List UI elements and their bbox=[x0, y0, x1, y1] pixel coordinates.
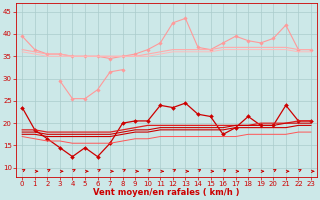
X-axis label: Vent moyen/en rafales ( km/h ): Vent moyen/en rafales ( km/h ) bbox=[93, 188, 240, 197]
